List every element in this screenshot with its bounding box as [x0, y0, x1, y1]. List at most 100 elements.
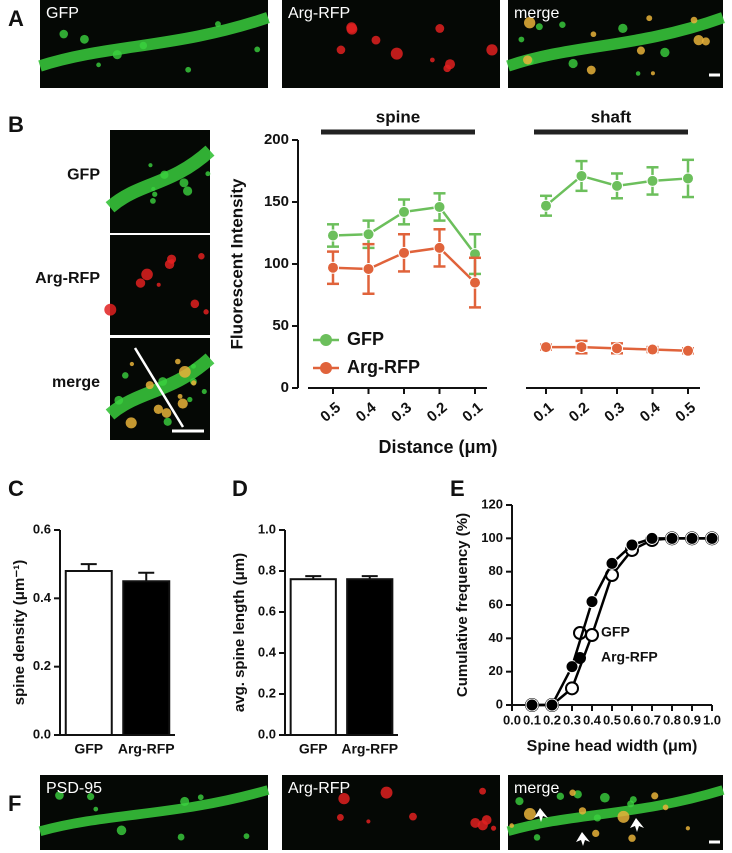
x-tick-label: 0.5	[672, 399, 699, 425]
marker	[398, 246, 410, 259]
group-label: spine	[376, 107, 420, 126]
puncta	[336, 45, 346, 55]
x-tick-label: 1.0	[703, 712, 721, 727]
puncta	[509, 823, 515, 828]
marker	[525, 698, 539, 712]
dendrite	[105, 145, 215, 213]
spine	[535, 23, 543, 31]
image-label: Arg-RFP	[288, 780, 350, 797]
micrograph: merge	[506, 775, 725, 850]
image-label: merge	[52, 374, 100, 391]
panel-label: C	[8, 476, 24, 501]
panel-label: D	[232, 476, 248, 501]
x-tick-label: 0.3	[563, 712, 581, 727]
micrograph: Arg-RFP	[282, 775, 500, 850]
marker	[585, 595, 599, 609]
spine	[180, 796, 190, 806]
y-tick-label: 100	[264, 255, 289, 272]
y-tick-label: 0.6	[33, 521, 51, 536]
marker	[398, 205, 410, 218]
x-axis-label: Spine head width (μm)	[527, 738, 698, 755]
bar	[64, 570, 113, 736]
arrowhead	[576, 832, 590, 846]
y-tick-label: 0.0	[33, 726, 51, 741]
x-tick-label: 0.5	[603, 712, 621, 727]
puncta	[651, 792, 659, 800]
legend-label: GFP	[601, 624, 630, 640]
image-label: PSD-95	[46, 780, 102, 797]
legend-label: Arg-RFP	[601, 649, 658, 665]
y-tick-label: 0.2	[33, 658, 51, 673]
spine	[80, 34, 89, 44]
x-tick-label: 0.2	[543, 712, 561, 727]
puncta	[390, 47, 403, 60]
x-tick-label: 0.4	[583, 712, 602, 727]
legend-label: GFP	[347, 329, 384, 349]
image-label: merge	[514, 5, 559, 22]
marker	[685, 531, 699, 545]
micrograph: merge	[506, 0, 725, 88]
puncta	[338, 792, 350, 805]
y-tick-label: 1.0	[258, 521, 276, 536]
legend-label: Arg-RFP	[347, 357, 420, 377]
spine	[201, 388, 207, 395]
legend-marker	[320, 362, 332, 374]
x-tick-label: 0.6	[623, 712, 641, 727]
image-label: Arg-RFP	[35, 270, 100, 287]
puncta	[178, 365, 191, 378]
arrowhead	[630, 818, 644, 832]
puncta	[164, 259, 175, 270]
puncta	[203, 309, 209, 315]
spine	[215, 21, 221, 28]
marker	[565, 681, 579, 696]
spine	[243, 833, 250, 840]
y-axis-label: avg. spine length (μm)	[231, 553, 248, 712]
spine	[96, 62, 101, 68]
legend-marker	[574, 652, 586, 664]
spine	[635, 71, 641, 76]
x-tick-label: GFP	[74, 741, 103, 757]
marker	[433, 200, 446, 213]
micrograph: PSD-95	[38, 775, 270, 850]
puncta	[693, 34, 704, 46]
puncta	[586, 65, 596, 75]
dendrite	[38, 785, 270, 836]
spine	[568, 58, 578, 69]
spine	[112, 50, 122, 60]
x-tick-label: 0.8	[663, 712, 681, 727]
y-tick-label: 80	[489, 563, 503, 578]
micrograph: GFP	[38, 0, 270, 88]
y-axis-label: Fluorescent Intensity	[227, 178, 246, 350]
puncta	[578, 807, 587, 815]
dendrite	[105, 353, 215, 420]
puncta	[346, 23, 358, 35]
y-tick-label: 20	[489, 663, 503, 678]
series-line	[532, 537, 712, 707]
spine	[87, 793, 95, 801]
marker	[469, 276, 481, 289]
marker	[575, 169, 588, 182]
y-axis-label: spine density (μm⁻¹)	[11, 560, 28, 705]
puncta	[646, 15, 653, 22]
spine	[160, 170, 169, 179]
puncta	[650, 71, 655, 76]
x-axis-label: Distance (μm)	[378, 437, 497, 457]
spine	[158, 377, 168, 386]
puncta	[429, 57, 435, 63]
image-background	[282, 775, 500, 850]
marker	[682, 172, 694, 185]
puncta	[592, 829, 600, 838]
puncta	[104, 303, 117, 316]
spine	[179, 178, 189, 188]
x-tick-label: 0.1	[523, 712, 541, 727]
puncta	[524, 17, 536, 29]
puncta	[161, 408, 172, 418]
micrograph	[105, 130, 215, 233]
puncta	[145, 381, 154, 390]
marker	[625, 538, 639, 552]
spine	[559, 21, 566, 28]
y-tick-label: 60	[489, 596, 503, 611]
series-line	[532, 537, 712, 707]
image-label: Arg-RFP	[288, 5, 350, 22]
spine	[163, 417, 172, 426]
